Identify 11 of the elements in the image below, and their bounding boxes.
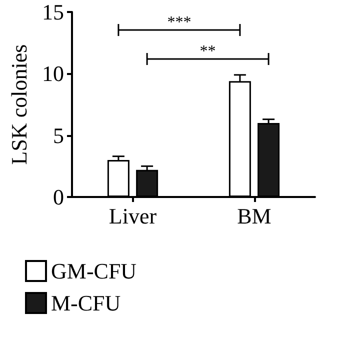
legend-label: M-CFU (51, 290, 121, 316)
x-tick-label: BM (237, 204, 272, 228)
x-tick-label: Liver (108, 204, 158, 228)
legend-label: GM-CFU (51, 258, 137, 284)
annotation: *** (167, 14, 192, 31)
y-axis-title: LSK colonies (6, 44, 32, 165)
y-tick-label: 10 (42, 61, 64, 86)
annotation: ** (200, 43, 216, 60)
y-tick-label: 5 (53, 122, 64, 148)
y-tick-label: 15 (42, 0, 64, 24)
y-tick-label: 0 (53, 184, 64, 210)
